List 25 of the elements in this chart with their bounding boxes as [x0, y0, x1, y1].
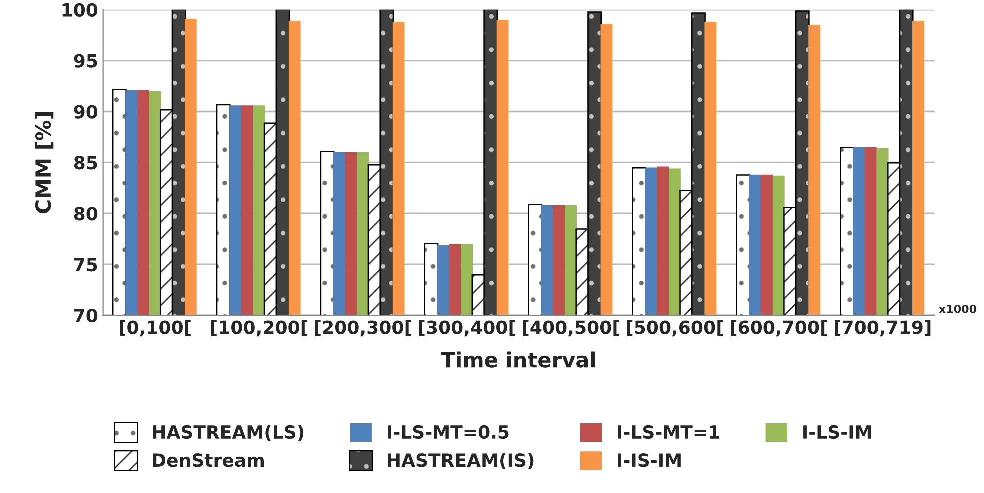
legend-label: I-LS-MT=0.5 — [388, 425, 509, 440]
text: x1000 — [939, 304, 977, 314]
legend-label: I-LS-IM — [804, 425, 872, 440]
x-tick-label: [700,719] — [835, 320, 931, 337]
legend-label: I-LS-MT=1 — [618, 425, 720, 440]
y-tick-label: 70 — [74, 308, 98, 323]
x-tick-label: [400,500[ — [523, 320, 620, 337]
y-tick-label: 95 — [74, 54, 98, 68]
legend-label: HASTREAM(IS) — [388, 453, 534, 470]
y-tick-label: 90 — [74, 105, 98, 119]
x-tick-label: [200,300[ — [315, 320, 412, 337]
y-tick-label: 100 — [62, 3, 98, 17]
legend-label: I-IS-IM — [618, 454, 681, 468]
legend-label: HASTREAM(LS) — [153, 425, 304, 442]
y-tick-label: 75 — [74, 258, 98, 272]
x-tick-label: [300,400[ — [419, 320, 516, 337]
y-axis-title: CMM [%] — [35, 112, 54, 214]
legend-label: DenStream — [153, 454, 264, 468]
x-tick-label: [600,700[ — [731, 320, 828, 337]
x-tick-label: [0,100[ — [120, 320, 191, 337]
x-tick-label: [500,600[ — [627, 320, 724, 337]
x-tick-label: [100,200[ — [211, 320, 308, 337]
y-tick-label: 85 — [74, 156, 98, 170]
x-axis-title: Time interval — [441, 352, 596, 368]
y-tick-label: 80 — [74, 207, 98, 221]
